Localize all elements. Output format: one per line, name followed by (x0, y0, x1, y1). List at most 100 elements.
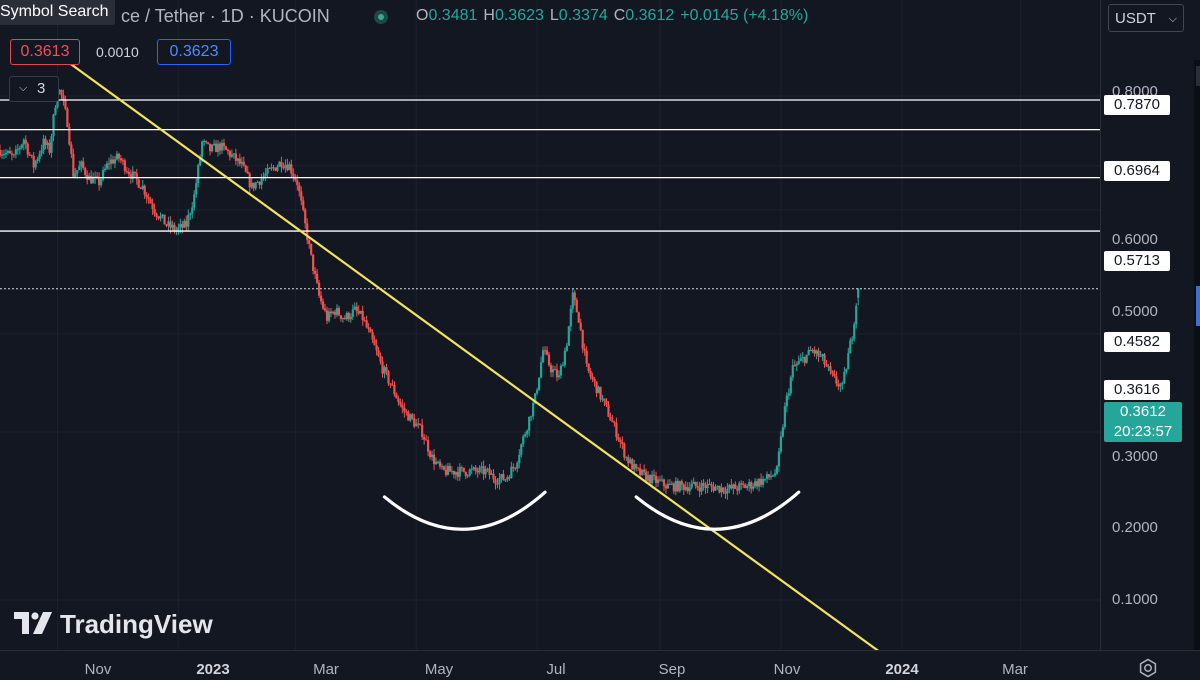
candle-body (101, 169, 105, 180)
candle-body (518, 454, 521, 463)
candle-body (742, 483, 745, 485)
level-label[interactable]: 0.4582 (1104, 332, 1170, 352)
candle-body (316, 273, 319, 283)
candle-body (641, 469, 644, 475)
time-axis[interactable]: Nov 2023 Mar May Jul Sep Nov 2024 Mar (0, 650, 1200, 680)
candle-body (686, 487, 689, 492)
chart-pane[interactable] (0, 0, 1100, 650)
ohlc-close-value: 0.3612 (625, 7, 675, 24)
symbol-title[interactable]: ce / Tether · 1D · KUCOIN (121, 6, 330, 26)
buy-button[interactable]: 0.3623 (157, 39, 231, 65)
candle-body (153, 209, 156, 214)
candle-body (530, 416, 533, 418)
candle-body (167, 221, 170, 226)
candle-body (567, 326, 570, 346)
candle-body (383, 367, 386, 374)
candle-body (581, 329, 584, 349)
settings-gear-icon[interactable] (1138, 658, 1158, 678)
candle-body (444, 469, 448, 475)
candle-body (761, 479, 765, 485)
candle-body (791, 365, 794, 378)
candle-body (337, 308, 341, 316)
level-label[interactable]: 0.6964 (1104, 161, 1170, 181)
candle-body (843, 372, 846, 383)
candle-body (799, 358, 802, 361)
level-label[interactable]: 0.7870 (1104, 95, 1170, 115)
candle-body (129, 174, 132, 179)
candle-body (623, 443, 626, 458)
candle-body (526, 430, 529, 435)
level-label[interactable]: 0.3616 (1104, 380, 1170, 400)
candle-body (490, 473, 493, 475)
candle-body (821, 354, 824, 356)
candle-body (563, 350, 566, 366)
candle-body (448, 466, 452, 472)
candle-body (694, 481, 697, 486)
currency-select[interactable]: USDT ⌵ (1108, 4, 1184, 32)
candle-body (456, 472, 459, 477)
candle-body (207, 142, 210, 144)
plot-background (0, 0, 1100, 650)
candle-body (189, 213, 192, 216)
sell-button[interactable]: 0.3613 (10, 39, 80, 65)
candle-body (377, 350, 380, 356)
candle-body (500, 474, 503, 479)
candle-body (349, 316, 352, 320)
candle-body (399, 401, 402, 405)
candle-body (597, 386, 600, 394)
price-chart[interactable] (0, 0, 1100, 650)
candle-body (0, 154, 4, 156)
candle-body (28, 154, 31, 156)
tradingview-logo-icon (14, 612, 52, 634)
candle-body (436, 461, 440, 463)
right-toolbar-edge[interactable] (1194, 60, 1200, 650)
currency-label: USDT (1115, 10, 1156, 27)
candle-body (738, 483, 741, 491)
level-label[interactable]: 0.5713 (1104, 251, 1170, 271)
candle-body (512, 466, 515, 468)
candle-body (250, 182, 253, 188)
price-tick: 0.3000 (1112, 448, 1158, 465)
candle-body (752, 486, 755, 489)
candle-body (62, 94, 65, 101)
indicators-toggle-button[interactable]: ⌵ 3 (9, 76, 59, 102)
candle-body (409, 414, 412, 421)
candle-body (90, 175, 93, 184)
candle-body (706, 483, 709, 489)
candle-body (478, 467, 481, 473)
candle-body (591, 376, 594, 380)
candle-body (105, 163, 109, 169)
candle-body (54, 107, 57, 115)
candle-body (294, 176, 297, 181)
candle-body (551, 369, 555, 373)
candle-body (401, 404, 404, 408)
candle-body (472, 467, 475, 470)
candle-body (748, 482, 751, 487)
candle-body (672, 483, 675, 492)
candle-body (0, 150, 2, 156)
candle-body (692, 481, 695, 484)
candle-body (187, 215, 190, 227)
market-status-icon[interactable] (374, 10, 388, 24)
candle-body (381, 361, 384, 374)
candle-body (520, 444, 523, 455)
candle-body (145, 194, 148, 198)
candle-body (357, 311, 360, 314)
candle-body (637, 467, 640, 469)
candle-body (522, 436, 525, 445)
candle-body (308, 240, 311, 244)
candle-body (99, 179, 103, 186)
candle-body (248, 173, 251, 188)
ohlc-low-value: 0.3374 (558, 7, 608, 24)
symbol-search-tooltip: Symbol Search (0, 0, 115, 25)
candle-body (272, 167, 275, 169)
candle-body (704, 485, 707, 489)
candle-body (226, 149, 230, 152)
bar-countdown: 20:23:57 (1113, 423, 1173, 440)
candle-body (387, 371, 390, 384)
candle-body (121, 160, 124, 162)
candle-body (78, 166, 81, 170)
candle-body (805, 354, 808, 363)
candle-body (827, 366, 830, 368)
candle-body (631, 459, 634, 470)
